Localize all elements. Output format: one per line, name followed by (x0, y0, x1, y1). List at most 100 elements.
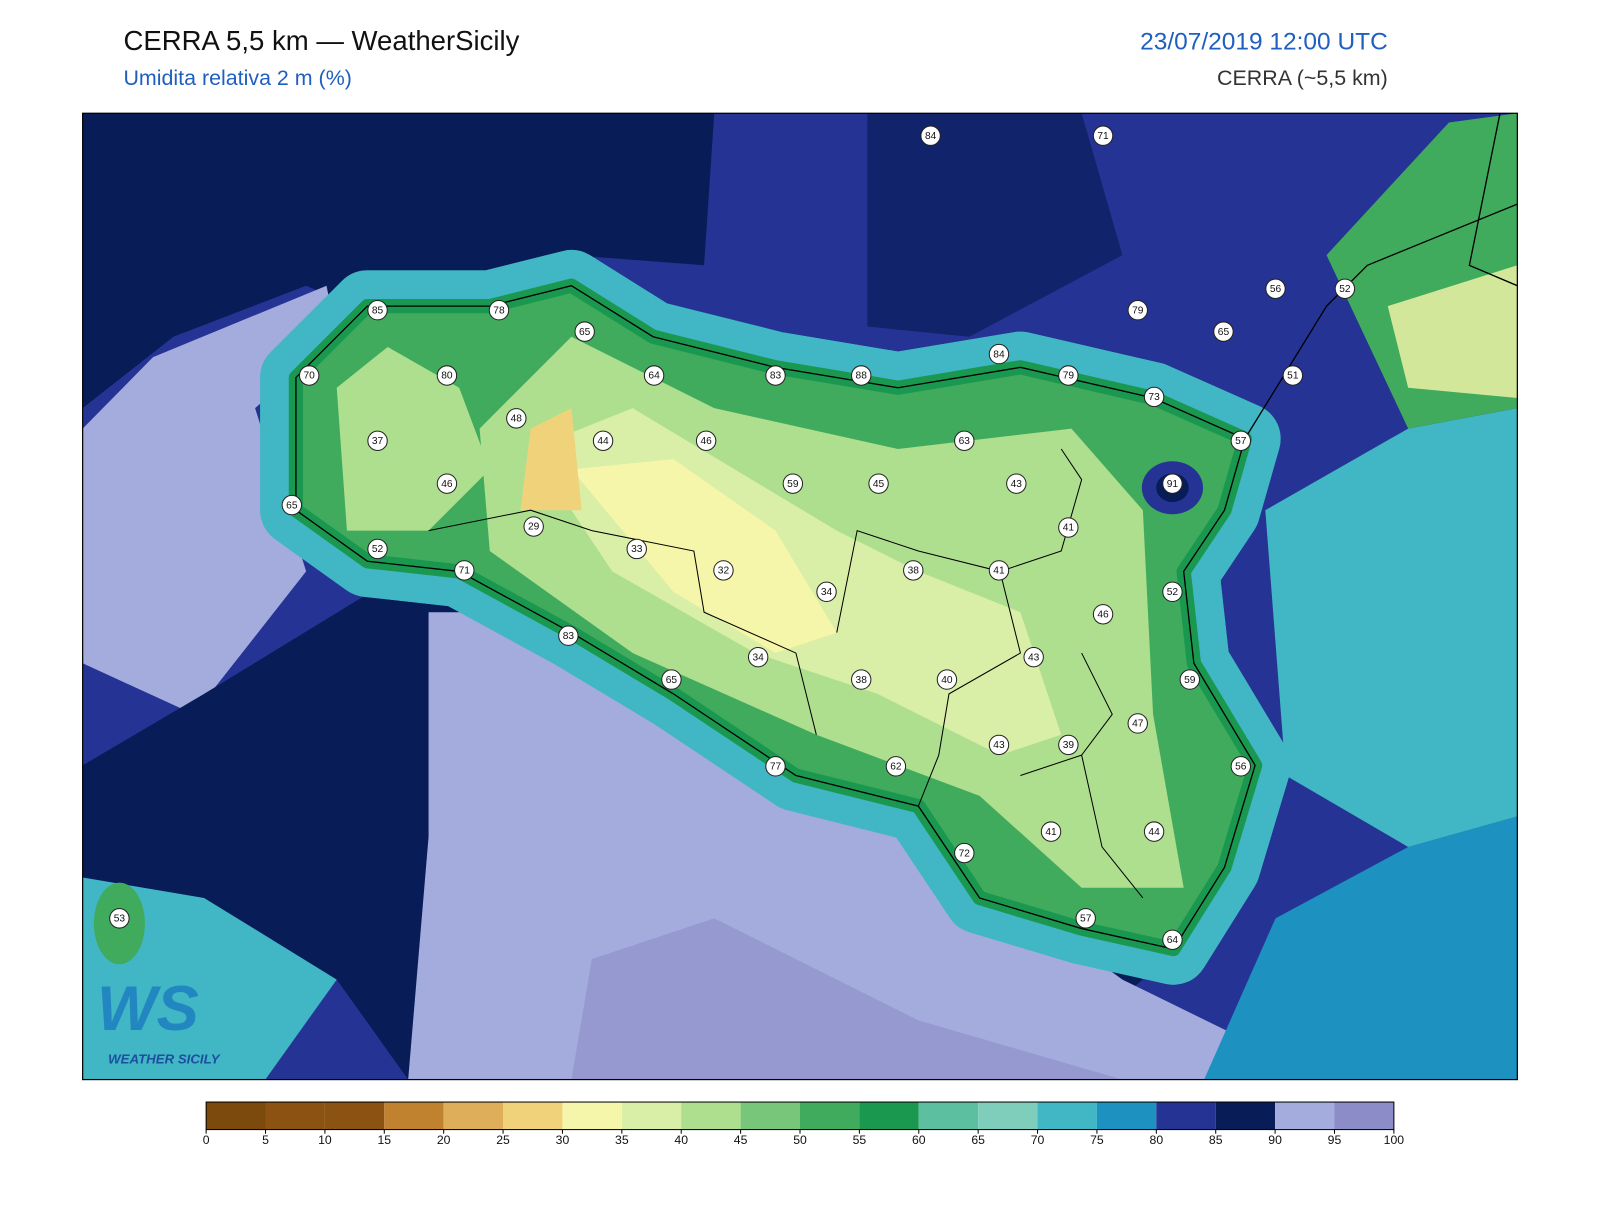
station-marker (454, 560, 475, 581)
colorbar-segment (1156, 1102, 1216, 1130)
station-marker (988, 343, 1010, 365)
station-value: 33 (631, 544, 643, 555)
station-value: 48 (511, 414, 523, 425)
station-marker (1023, 646, 1044, 668)
station-value: 43 (993, 740, 1005, 751)
colorbar-tick-label: 15 (377, 1133, 391, 1147)
station-value: 59 (787, 479, 799, 490)
station-value: 91 (1167, 479, 1179, 490)
station-marker (367, 538, 388, 560)
station-marker (1040, 821, 1062, 842)
station-value: 45 (873, 479, 885, 490)
station-value: 46 (700, 436, 712, 447)
station-value: 84 (925, 131, 937, 142)
colorbar-segment (503, 1102, 563, 1130)
logo: WS WEATHER SICILY (97, 974, 221, 1067)
station-marker (988, 734, 1010, 756)
station-value: 65 (286, 500, 298, 511)
station-marker (488, 300, 510, 321)
colorbar-tick-label: 90 (1268, 1133, 1282, 1147)
station-value: 52 (372, 544, 384, 555)
colorbar-segment (1215, 1102, 1276, 1130)
station-marker (954, 842, 975, 864)
station-marker (713, 560, 734, 581)
station-marker (1162, 581, 1183, 603)
station-value: 34 (821, 587, 833, 598)
station-marker (903, 560, 924, 581)
station-marker (1092, 125, 1114, 146)
title: CERRA 5,5 km — WeatherSicily (123, 25, 519, 56)
station-value: 77 (770, 762, 782, 773)
colorbar-tick-label: 0 (203, 1133, 210, 1147)
station-marker (1334, 278, 1356, 299)
station-value: 41 (993, 566, 1005, 577)
station-value: 38 (908, 566, 920, 577)
station-value: 40 (941, 675, 953, 686)
station-value: 43 (1011, 479, 1023, 490)
colorbar-segment (1275, 1102, 1335, 1130)
station-marker (506, 408, 527, 429)
colorbar-segment (740, 1102, 800, 1130)
colorbar-tick-label: 40 (674, 1133, 688, 1147)
station-marker (367, 300, 388, 321)
station-value: 29 (528, 522, 540, 533)
colorbar-segment (324, 1102, 385, 1130)
station-value: 44 (597, 436, 609, 447)
colorbar-segment (859, 1102, 919, 1130)
station-marker (1213, 321, 1234, 342)
station-value: 57 (1235, 436, 1247, 447)
station-value: 32 (718, 566, 730, 577)
station-value: 37 (372, 436, 384, 447)
colorbar-tick-label: 10 (318, 1133, 332, 1147)
station-value: 59 (1184, 675, 1196, 686)
station-value: 71 (1097, 131, 1109, 142)
station-value: 64 (648, 371, 660, 382)
station-value: 44 (1148, 827, 1160, 838)
map-frame (82, 112, 1518, 1081)
colorbar-tick-label: 80 (1150, 1133, 1164, 1147)
station-marker (1265, 278, 1286, 299)
colorbar-segment (1037, 1102, 1097, 1130)
station-marker (1230, 430, 1252, 452)
colorbar-segment (384, 1102, 444, 1130)
colorbar-tick-label: 25 (496, 1133, 510, 1147)
station-marker (1006, 473, 1027, 494)
station-value: 72 (959, 848, 971, 859)
station-marker (1058, 734, 1079, 756)
station-value: 78 (493, 305, 505, 316)
station-marker (936, 669, 958, 690)
station-marker (851, 669, 872, 690)
colorbar: 0 5 10 15 20 25 30 35 40 45 50 55 60 65 70 75 80 85 90 95 10… (203, 1101, 1404, 1147)
station-marker (592, 430, 614, 452)
station-marker (782, 473, 804, 494)
station-marker (1058, 517, 1079, 538)
station-marker (747, 646, 769, 668)
colorbar-segment (443, 1102, 504, 1130)
colorbar-tick-label: 70 (1031, 1133, 1045, 1147)
colorbar-tick-label: 45 (734, 1133, 748, 1147)
station-value: 65 (666, 675, 678, 686)
station-marker (816, 581, 837, 603)
station-value: 73 (1148, 392, 1160, 403)
colorbar-segment (1334, 1102, 1394, 1130)
colorbar-segment (265, 1102, 325, 1130)
station-marker (851, 365, 872, 386)
station-marker (695, 430, 717, 452)
colorbar-tick-label: 20 (437, 1133, 451, 1147)
station-value: 47 (1132, 719, 1144, 730)
logo-mark: WS (97, 974, 199, 1044)
map (82, 113, 1518, 1080)
station-value: 63 (959, 436, 971, 447)
station-marker (765, 756, 786, 777)
colorbar-tick-label: 5 (262, 1133, 269, 1147)
station-value: 41 (1045, 827, 1057, 838)
model: CERRA (~5,5 km) (1217, 66, 1388, 90)
station-value: 64 (1167, 935, 1179, 946)
station-value: 80 (441, 371, 453, 382)
colorbar-segment (978, 1102, 1038, 1130)
colorbar-tick-label: 85 (1209, 1133, 1223, 1147)
colorbar-tick-label: 95 (1328, 1133, 1342, 1147)
station-value: 52 (1339, 284, 1351, 295)
colorbar-tick-label: 35 (615, 1133, 629, 1147)
